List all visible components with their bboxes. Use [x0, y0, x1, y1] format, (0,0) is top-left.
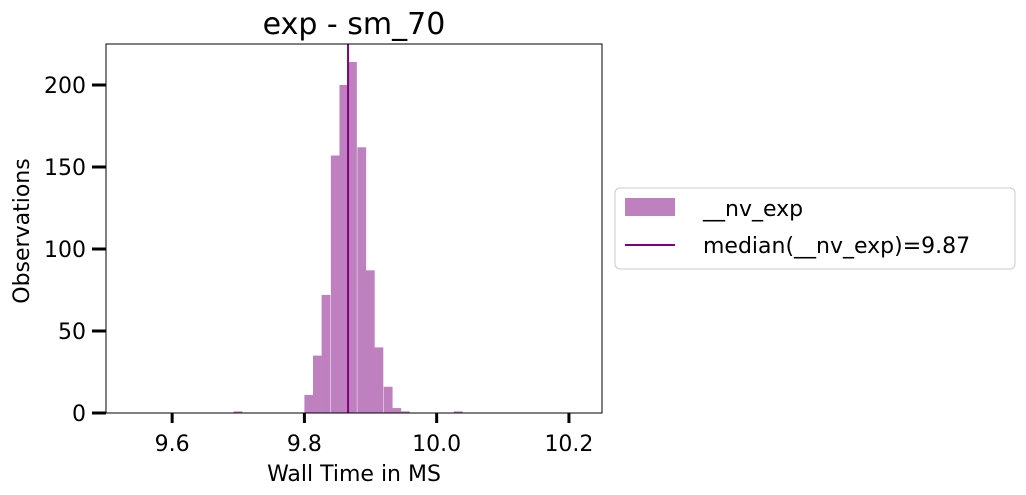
y-axis: 0 50 100 150 200 [44, 74, 106, 427]
histogram-bars [233, 62, 463, 413]
legend: __nv_exp median(__nv_exp)=9.87 [614, 187, 1016, 270]
legend-label-median: median(__nv_exp)=9.87 [703, 234, 970, 259]
x-axis: 9.6 9.8 10.0 10.2 [155, 413, 593, 457]
histogram-bar-4 [330, 155, 340, 413]
y-tick-label-1: 50 [58, 320, 86, 345]
histogram-bar-9 [374, 347, 384, 413]
y-tick-label-4: 200 [44, 74, 86, 99]
histogram-bar-7 [357, 147, 367, 413]
x-tick-label-3: 10.2 [544, 432, 593, 457]
y-tick-label-0: 0 [72, 402, 86, 427]
x-tick-label-0: 9.6 [155, 432, 190, 457]
y-tick-label-3: 150 [44, 156, 86, 181]
legend-label-series: __nv_exp [702, 197, 803, 222]
histogram-bar-8 [365, 270, 375, 413]
y-axis-title: Observations [10, 158, 35, 303]
chart-title: exp - sm_70 [263, 7, 446, 42]
legend-frame [614, 187, 1016, 270]
x-tick-label-2: 10.0 [412, 432, 461, 457]
histogram-bar-11 [392, 408, 402, 413]
histogram-bar-10 [383, 386, 393, 413]
histogram-bar-2 [313, 355, 322, 413]
histogram-bar-12 [400, 411, 410, 413]
histogram-bar-1 [304, 394, 314, 413]
histogram-bar-5 [339, 85, 349, 413]
plot-frame [105, 43, 603, 414]
histogram-bar-3 [321, 294, 331, 413]
histogram-bar-6 [348, 62, 357, 413]
legend-patch-icon [625, 198, 675, 216]
y-tick-label-2: 100 [44, 238, 86, 263]
histogram-bar-0 [233, 411, 243, 413]
x-tick-label-1: 9.8 [287, 432, 322, 457]
histogram-bar-13 [453, 411, 463, 413]
x-axis-title: Wall Time in MS [267, 462, 441, 487]
